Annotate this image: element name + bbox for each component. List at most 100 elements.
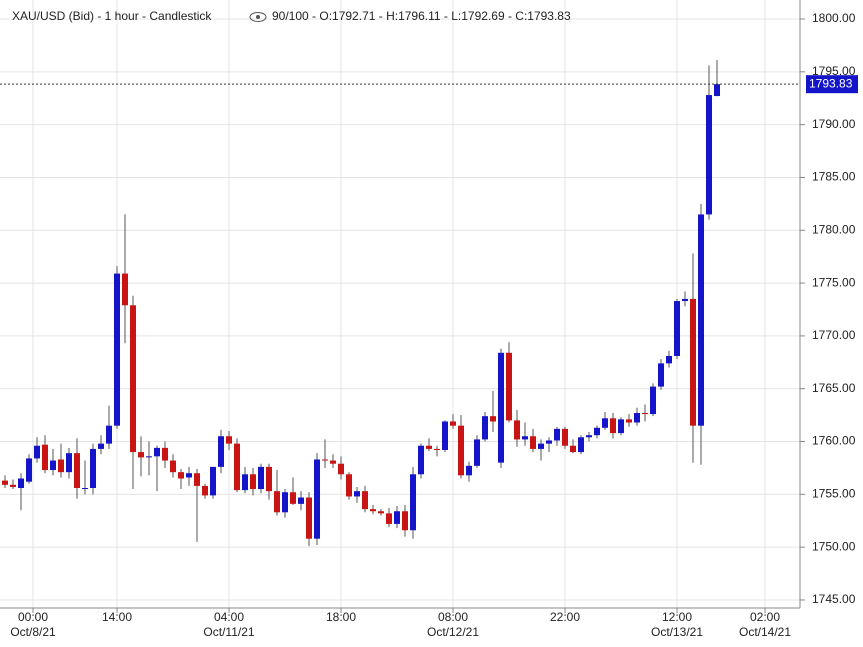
candle (290, 477, 296, 505)
candle (170, 454, 176, 478)
candle-body (562, 428, 568, 446)
candle-body (490, 416, 496, 422)
candle (538, 439, 544, 461)
candle (610, 413, 616, 439)
candle-body (626, 419, 632, 423)
candle-body (178, 472, 184, 479)
candle-body (634, 413, 640, 423)
candle-body (298, 497, 304, 504)
candles (2, 60, 720, 547)
last-price-label: 1793.83 (809, 76, 853, 90)
candle-body (498, 352, 504, 463)
candle (194, 468, 200, 542)
x-tick-label: 22:00 (550, 610, 580, 624)
x-tick-date: Oct/12/21 (427, 625, 479, 639)
y-tick-label: 1765.00 (812, 381, 856, 395)
candle (154, 445, 160, 492)
y-tick-label: 1790.00 (812, 117, 856, 131)
candle-body (202, 485, 208, 496)
candle (442, 420, 448, 453)
candle-body (602, 418, 608, 428)
candle-body (554, 428, 560, 441)
candle-body (42, 444, 48, 471)
candle (666, 350, 672, 368)
candle-body (706, 95, 712, 215)
candle-body (450, 421, 456, 426)
candle-body (370, 509, 376, 512)
candle-body (570, 445, 576, 453)
candle-body (226, 436, 232, 444)
candle (514, 409, 520, 447)
candle (210, 466, 216, 499)
candle (602, 411, 608, 430)
candle (546, 437, 552, 453)
candle (714, 60, 720, 97)
candle (522, 422, 528, 446)
candle-body (162, 447, 168, 461)
y-tick-label: 1770.00 (812, 328, 856, 342)
candle (18, 473, 24, 511)
candle-body (258, 466, 264, 490)
x-tick-date: Oct/8/21 (10, 625, 56, 639)
candle-body (354, 491, 360, 497)
candle (10, 479, 16, 490)
candle-body (426, 445, 432, 449)
candle-body (114, 273, 120, 426)
candle (506, 342, 512, 423)
candle (378, 509, 384, 516)
candle-body (314, 459, 320, 539)
candle-body (514, 420, 520, 440)
candle (146, 441, 152, 476)
candle (250, 467, 256, 496)
candle (466, 461, 472, 482)
candle (370, 504, 376, 515)
candle (282, 489, 288, 518)
candle-body (306, 497, 312, 539)
candle (618, 417, 624, 436)
candle-body (530, 436, 536, 449)
candle (242, 466, 248, 494)
candle (410, 466, 416, 539)
candle (138, 436, 144, 477)
x-tick-date: Oct/11/21 (203, 625, 254, 639)
candle (202, 483, 208, 499)
candle-body (386, 513, 392, 524)
y-tick-label: 1750.00 (812, 539, 856, 553)
x-tick-date: Oct/13/21 (651, 625, 703, 639)
candle-body (586, 435, 592, 438)
y-tick-label: 1775.00 (812, 275, 856, 289)
candle (130, 295, 136, 490)
y-tick-label: 1745.00 (812, 592, 856, 606)
candle (450, 414, 456, 429)
candle (578, 435, 584, 455)
candle (562, 426, 568, 449)
candle (426, 438, 432, 452)
candle-body (138, 452, 144, 458)
candle (298, 491, 304, 511)
candle (98, 435, 104, 455)
candle (50, 448, 56, 476)
candle-body (50, 460, 56, 471)
candle (258, 463, 264, 494)
candle (434, 445, 440, 457)
candle-body (282, 492, 288, 513)
candle (338, 456, 344, 480)
candle-body (378, 511, 384, 514)
candle (26, 454, 32, 484)
candle-body (274, 491, 280, 513)
candle-body (146, 456, 152, 458)
candle-body (714, 84, 720, 97)
candle (634, 407, 640, 426)
candle-body (442, 421, 448, 450)
last-price-tag (806, 75, 858, 94)
candle (490, 390, 496, 433)
candle (218, 429, 224, 474)
candle-body (234, 443, 240, 491)
candle-body (330, 460, 336, 464)
candle-body (690, 298, 696, 426)
candle-body (610, 418, 616, 434)
candle (330, 454, 336, 468)
candle-body (618, 419, 624, 434)
candle (266, 463, 272, 500)
